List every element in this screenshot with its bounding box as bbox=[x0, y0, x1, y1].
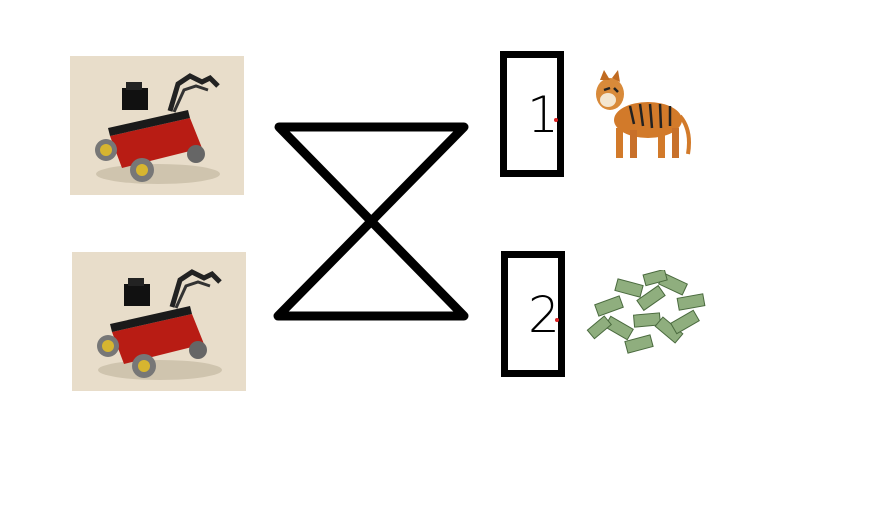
door-1[interactable]: 1 bbox=[500, 51, 564, 177]
money-icon bbox=[586, 270, 706, 354]
door-2[interactable]: 2 bbox=[501, 251, 565, 377]
tiger-icon bbox=[596, 70, 691, 158]
door-2-label: 2 bbox=[528, 286, 560, 344]
robot-icon bbox=[70, 56, 244, 195]
robot-image-bottom bbox=[72, 252, 246, 391]
door-1-label: 1 bbox=[527, 86, 559, 144]
door-2-dot bbox=[555, 318, 559, 322]
crossed-connector-lines bbox=[273, 122, 469, 321]
door-1-dot bbox=[554, 118, 558, 122]
robot-image-top bbox=[70, 56, 244, 195]
robot-icon bbox=[72, 252, 246, 391]
